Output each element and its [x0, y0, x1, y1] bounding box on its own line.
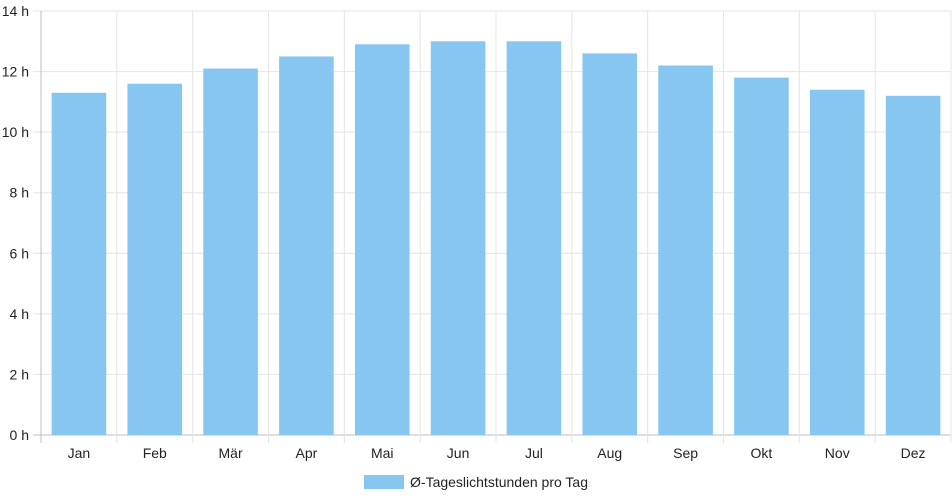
y-tick-label: 4 h	[10, 306, 29, 322]
x-tick-label: Dez	[901, 445, 926, 461]
bar-mai[interactable]	[354, 44, 410, 436]
bar-mär[interactable]	[203, 68, 258, 436]
bar-feb[interactable]	[127, 83, 183, 435]
y-tick-label: 14 h	[2, 3, 29, 19]
bar-jan[interactable]	[51, 92, 107, 436]
x-tick-label: Feb	[143, 445, 167, 461]
x-tick-label: Okt	[751, 445, 773, 461]
y-tick-label: 0 h	[10, 427, 29, 443]
legend[interactable]: Ø-Tageslichtstunden pro Tag	[0, 472, 952, 492]
x-tick-label: Sep	[673, 445, 698, 461]
grid-layer	[33, 10, 952, 443]
y-tick-label: 2 h	[10, 366, 29, 382]
axis-layer: 0 h 2 h 4 h 6 h 8 h 10 h 12 h 14 h Jan Feb Mär Apr M…	[2, 3, 926, 461]
x-tick-label: Jun	[447, 445, 470, 461]
y-tick-label: 10 h	[2, 124, 29, 140]
bar-jul[interactable]	[506, 41, 562, 436]
x-tick-label: Aug	[597, 445, 622, 461]
x-tick-label: Mär	[219, 445, 243, 461]
bar-jun[interactable]	[430, 41, 486, 436]
y-tick-label: 12 h	[2, 64, 29, 80]
bar-chart-svg: 0 h 2 h 4 h 6 h 8 h 10 h 12 h 14 h Jan Feb Mär Apr M…	[2, 3, 952, 461]
x-tick-label: Apr	[296, 445, 318, 461]
x-tick-label: Jul	[525, 445, 543, 461]
x-tick-label: Mai	[371, 445, 394, 461]
bar-apr[interactable]	[279, 56, 334, 436]
bar-aug[interactable]	[582, 53, 638, 436]
legend-swatch	[364, 475, 405, 489]
bar-dez[interactable]	[885, 95, 941, 436]
y-tick-label: 8 h	[10, 185, 29, 201]
legend-label: Ø-Tageslichtstunden pro Tag	[410, 474, 588, 490]
bars-layer	[51, 41, 941, 436]
bar-sep[interactable]	[658, 65, 713, 435]
x-tick-label: Jan	[68, 445, 91, 461]
bar-nov[interactable]	[809, 89, 865, 435]
x-tick-label: Nov	[825, 445, 850, 461]
bar-okt[interactable]	[734, 77, 789, 435]
y-tick-label: 6 h	[10, 245, 29, 261]
